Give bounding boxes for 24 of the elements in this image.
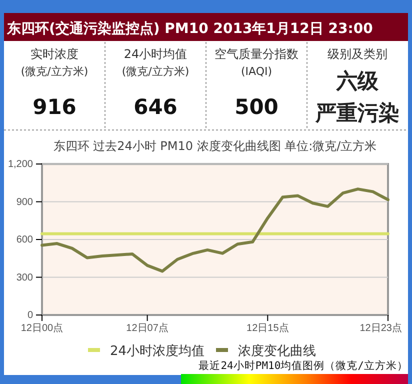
y-tick-label: 600: [16, 234, 34, 246]
text: 严重污染: [314, 100, 400, 125]
x-tick-label: 12日07点: [126, 322, 168, 334]
category-label: 级别及类别: [328, 47, 388, 61]
legend-label: 24小时浓度均值: [110, 343, 205, 359]
text: 最近24小时PM10均值图例（微克/立方米）: [198, 359, 408, 372]
x-tick-label: 12日23点: [360, 322, 402, 334]
text: 东四环(交通污染监控点) PM10 2013年1月12日 23:00: [6, 20, 374, 37]
y-tick-label: 300: [16, 272, 34, 284]
text: 六级: [336, 68, 380, 93]
y-tick-label: 0: [27, 310, 34, 322]
x-tick-label: 12日00点: [20, 322, 64, 334]
y-tick-label: 900: [16, 196, 34, 208]
category-label: 24小时均值 (微克/立方米): [122, 47, 190, 78]
line-series: [40, 188, 390, 273]
text: 500: [234, 95, 278, 119]
y-tick-label: 1,200: [8, 159, 34, 170]
category-label: 空气质量分指数 (IAQI): [214, 47, 298, 78]
legend-label: 浓度变化曲线: [238, 343, 316, 359]
category-label: 实时浓度 (微克/立方米): [20, 47, 88, 78]
text: 646: [134, 95, 178, 119]
chart-title: 东四环 过去24小时 PM10 浓度变化曲线图 单位:微克/立方米: [53, 139, 377, 153]
x-tick-label: 12日15点: [246, 322, 289, 334]
text: 916: [32, 95, 76, 119]
